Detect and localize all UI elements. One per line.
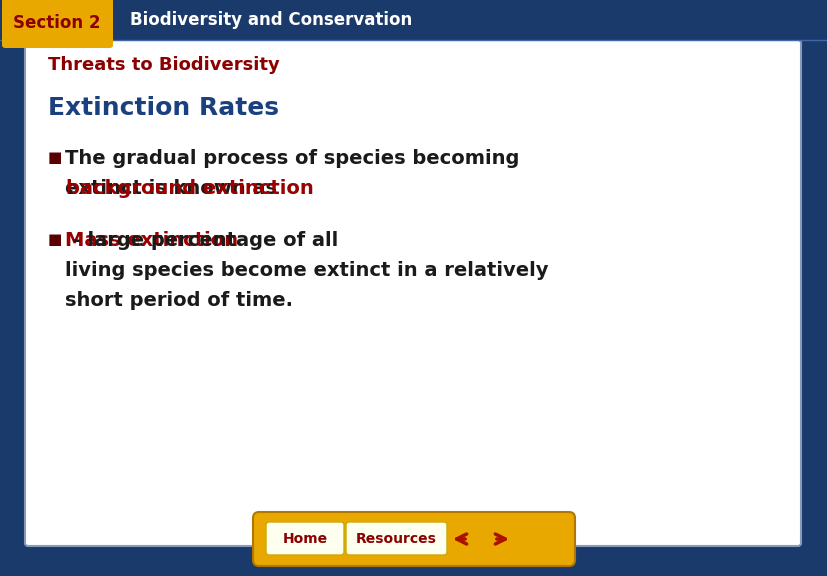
Text: Section 2: Section 2 — [13, 14, 101, 32]
Text: ■: ■ — [48, 233, 62, 248]
Text: .: . — [67, 179, 74, 198]
Text: living species become extinct in a relatively: living species become extinct in a relat… — [65, 260, 547, 279]
Bar — [0, 0, 827, 40]
FancyBboxPatch shape — [25, 40, 800, 546]
Text: Home: Home — [282, 532, 327, 546]
Text: Resources: Resources — [356, 532, 437, 546]
Text: background extinction: background extinction — [66, 179, 313, 198]
Text: - large percentage of all: - large percentage of all — [66, 230, 338, 249]
Text: extinct is known as: extinct is known as — [65, 179, 284, 198]
Text: The gradual process of species becoming: The gradual process of species becoming — [65, 149, 519, 168]
Text: Threats to Biodiversity: Threats to Biodiversity — [48, 56, 280, 74]
Text: short period of time.: short period of time. — [65, 290, 293, 309]
Text: Biodiversity and Conservation: Biodiversity and Conservation — [130, 11, 412, 29]
FancyBboxPatch shape — [253, 512, 574, 566]
Text: Extinction Rates: Extinction Rates — [48, 96, 279, 120]
FancyBboxPatch shape — [2, 0, 112, 48]
FancyBboxPatch shape — [265, 522, 343, 555]
Text: ■: ■ — [48, 150, 62, 165]
FancyBboxPatch shape — [346, 522, 447, 555]
Text: Mass extinction: Mass extinction — [65, 230, 238, 249]
